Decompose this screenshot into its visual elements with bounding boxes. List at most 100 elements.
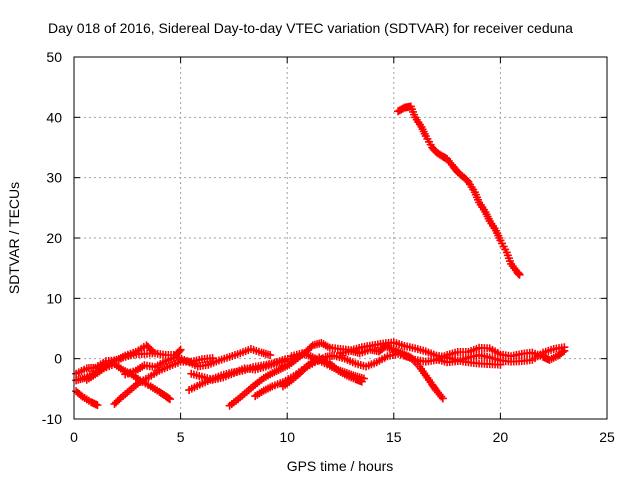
data-point: [346, 372, 348, 374]
data-point: [169, 365, 171, 367]
data-series: [72, 102, 569, 410]
data-point: [207, 364, 209, 366]
data-point: [376, 361, 378, 363]
data-point: [254, 384, 256, 386]
y-tick-label: 0: [54, 351, 62, 367]
data-point: [143, 364, 145, 366]
x-tick-label: 15: [386, 429, 402, 445]
series-sat-f: [121, 345, 275, 379]
data-point: [516, 271, 518, 273]
data-point: [276, 362, 278, 364]
data-point: [94, 373, 96, 375]
data-point: [180, 361, 182, 363]
data-point: [337, 369, 339, 371]
data-point: [320, 342, 322, 344]
data-point: [467, 181, 469, 183]
data-point: [180, 349, 182, 351]
data-point: [521, 360, 523, 362]
data-point: [421, 126, 423, 128]
data-point: [312, 344, 314, 346]
data-point: [229, 356, 231, 358]
data-point: [145, 344, 147, 346]
data-point: [325, 356, 327, 358]
data-point: [442, 397, 444, 399]
data-point: [340, 352, 341, 354]
data-point: [510, 361, 512, 363]
data-point: [175, 356, 177, 358]
data-point: [299, 372, 301, 374]
data-point: [414, 359, 416, 361]
data-point: [246, 391, 248, 393]
data-point: [499, 359, 501, 361]
data-point: [239, 352, 241, 354]
data-point: [510, 355, 512, 357]
data-point: [86, 367, 88, 369]
data-point: [489, 220, 491, 222]
data-point: [542, 352, 544, 354]
data-point: [271, 372, 273, 374]
data-point: [84, 377, 86, 379]
data-point: [499, 353, 501, 355]
y-tick-label: 50: [46, 49, 62, 65]
data-point: [96, 404, 98, 406]
data-point: [378, 350, 380, 352]
x-axis-label: GPS time / hours: [287, 458, 394, 474]
data-point: [280, 368, 282, 370]
data-point: [418, 366, 420, 368]
data-point: [425, 135, 427, 137]
data-point: [478, 347, 480, 349]
data-point: [499, 239, 501, 241]
data-point: [290, 379, 292, 381]
data-point: [199, 384, 201, 386]
data-point: [122, 369, 124, 371]
data-point: [82, 396, 84, 398]
series-sat-i: [225, 338, 505, 410]
data-point: [384, 346, 386, 348]
data-point: [269, 354, 271, 356]
series-sat-p: [394, 102, 524, 279]
y-tick-label: 30: [46, 170, 62, 186]
data-point: [435, 151, 437, 153]
data-point: [350, 350, 352, 352]
x-tick-label: 20: [493, 429, 509, 445]
data-point: [474, 191, 476, 193]
data-point: [506, 251, 508, 253]
data-point: [354, 362, 356, 364]
data-point: [222, 376, 224, 378]
data-point: [318, 359, 320, 361]
data-point: [197, 366, 199, 368]
data-point: [553, 348, 555, 350]
data-point: [510, 263, 512, 265]
x-tick-label: 5: [177, 429, 185, 445]
data-point: [250, 348, 252, 350]
x-tick-label: 10: [279, 429, 295, 445]
data-point: [369, 349, 371, 351]
data-point: [290, 355, 292, 357]
data-point: [563, 346, 565, 348]
data-point: [154, 352, 156, 354]
data-point: [212, 357, 214, 359]
data-point: [75, 373, 77, 375]
series-sat-l: [287, 349, 368, 383]
data-point: [271, 385, 273, 387]
data-point: [137, 382, 139, 384]
data-point: [114, 363, 116, 365]
data-point: [158, 370, 160, 372]
data-point: [254, 395, 256, 397]
y-tick-label: 20: [46, 230, 62, 246]
data-point: [414, 347, 416, 349]
data-point: [186, 360, 188, 362]
axis-ticks: 0 5 10 15 20 25 -10 0 10 20 30 40 50: [42, 49, 615, 445]
data-point: [414, 116, 416, 118]
data-point: [425, 361, 427, 363]
data-point: [467, 356, 469, 358]
data-point: [310, 355, 312, 357]
data-point: [457, 171, 459, 173]
data-point: [261, 352, 263, 354]
data-point: [120, 397, 122, 399]
data-point: [263, 377, 265, 379]
data-point: [75, 379, 77, 381]
data-point: [425, 350, 427, 352]
data-point: [489, 363, 491, 365]
series-sat-o: [432, 343, 569, 367]
